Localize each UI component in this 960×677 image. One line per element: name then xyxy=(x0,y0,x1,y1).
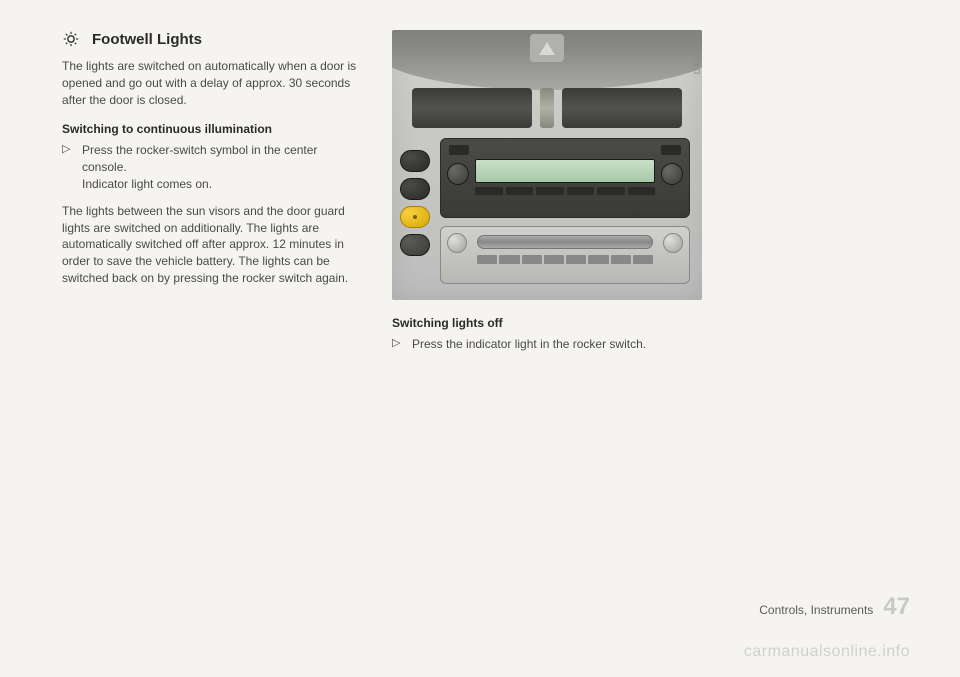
cd-button xyxy=(499,255,519,264)
vent-left xyxy=(412,88,532,128)
defrost-button xyxy=(400,234,430,256)
subheading-off: Switching lights off xyxy=(392,316,702,330)
preset-button xyxy=(475,187,503,195)
preset-button xyxy=(567,187,595,195)
step-line-2: Indicator light comes on. xyxy=(82,177,212,191)
heading-row: Footwell Lights xyxy=(62,30,362,48)
intro-text: The lights are switched on automatically… xyxy=(62,58,362,108)
preset-button xyxy=(597,187,625,195)
subheading-continuous: Switching to continuous illumination xyxy=(62,122,362,136)
section-label: Controls, Instruments xyxy=(759,603,873,617)
cd-button xyxy=(477,255,497,264)
rocker-button-1 xyxy=(400,150,430,172)
cd-button xyxy=(611,255,631,264)
instruction-step: ▷ Press the rocker-switch symbol in the … xyxy=(62,142,362,192)
watermark: carmanualsonline.info xyxy=(744,643,910,661)
body-paragraph: The lights between the sun visors and th… xyxy=(62,203,362,287)
preset-button xyxy=(506,187,534,195)
cd-knob-right xyxy=(663,233,683,253)
left-column: Footwell Lights The lights are switched … xyxy=(62,30,362,363)
instruction-text: Press the indicator light in the rocker … xyxy=(412,336,646,353)
page-footer: Controls, Instruments 47 xyxy=(759,593,910,621)
cd-slot xyxy=(477,235,653,249)
vent-right xyxy=(562,88,682,128)
manual-page: Footwell Lights The lights are switched … xyxy=(0,0,960,363)
radio-display xyxy=(475,159,655,183)
cd-button xyxy=(544,255,564,264)
step-line-1: Press the rocker-switch symbol in the ce… xyxy=(82,143,317,174)
cd-button-row xyxy=(477,255,653,264)
radio-unit xyxy=(440,138,690,218)
radio-preset-buttons xyxy=(475,187,655,195)
cd-button xyxy=(566,255,586,264)
cd-button xyxy=(522,255,542,264)
right-column: D41 - 056 Switching lights off ▷ Press t… xyxy=(392,30,702,363)
center-console-illustration xyxy=(392,30,702,300)
triangle-bullet-icon: ▷ xyxy=(392,336,402,353)
rocker-switch-column xyxy=(400,150,430,256)
illustration-wrapper: D41 - 056 xyxy=(392,30,702,300)
hazard-button-icon xyxy=(530,34,564,62)
footwell-rocker-button xyxy=(400,206,430,228)
instruction-step: ▷ Press the indicator light in the rocke… xyxy=(392,336,702,353)
preset-button xyxy=(536,187,564,195)
rocker-button-2 xyxy=(400,178,430,200)
cd-unit xyxy=(440,226,690,284)
radio-knob-left xyxy=(447,163,469,185)
preset-button xyxy=(628,187,656,195)
air-vents xyxy=(412,88,682,128)
radio-small-button xyxy=(449,145,469,155)
radio-knob-right xyxy=(661,163,683,185)
footwell-light-icon xyxy=(62,30,80,48)
page-heading: Footwell Lights xyxy=(92,31,202,48)
instruction-text: Press the rocker-switch symbol in the ce… xyxy=(82,142,362,192)
page-number: 47 xyxy=(883,593,910,621)
radio-top-buttons xyxy=(449,145,681,155)
vent-divider xyxy=(540,88,554,128)
cd-knob-left xyxy=(447,233,467,253)
cd-button xyxy=(633,255,653,264)
image-reference-code: D41 - 056 xyxy=(693,30,702,74)
radio-small-button xyxy=(661,145,681,155)
triangle-bullet-icon: ▷ xyxy=(62,142,72,192)
cd-button xyxy=(588,255,608,264)
